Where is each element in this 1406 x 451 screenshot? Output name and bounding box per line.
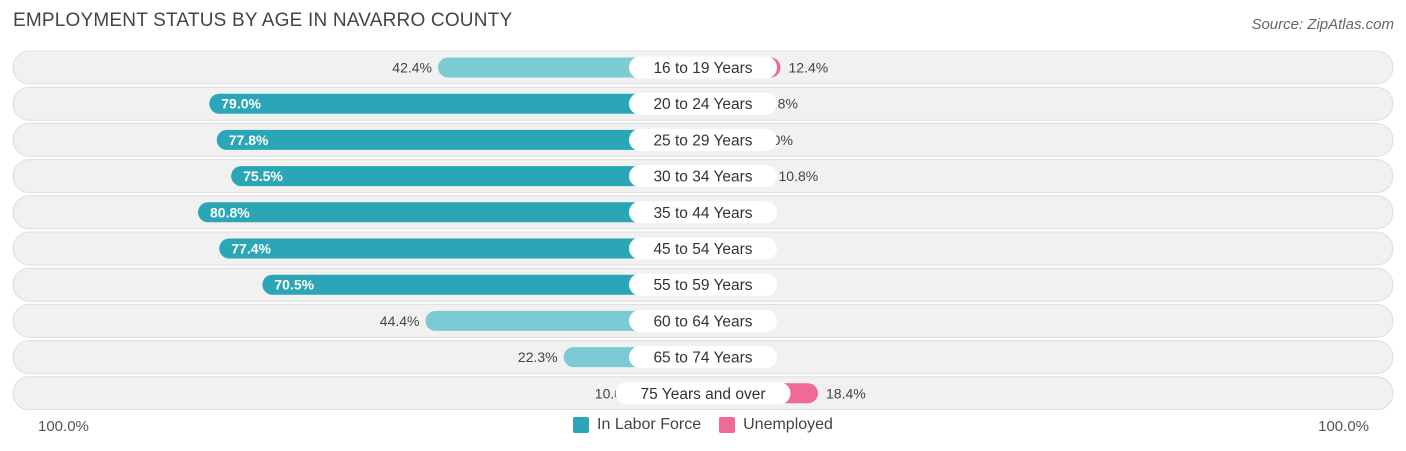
data-label-labor-force: 77.4% (231, 241, 271, 257)
legend-label-labor: In Labor Force (597, 416, 702, 433)
category-label: 45 to 54 Years (653, 241, 752, 258)
axis-left-label: 100.0% (38, 418, 89, 435)
data-label-unemployed: 12.4% (789, 60, 829, 76)
data-label-labor-force: 44.4% (380, 313, 420, 329)
legend-swatch-unemployed (719, 417, 736, 433)
category-pill (629, 165, 777, 188)
category-pill (629, 309, 777, 332)
legend-item-unemployed[interactable]: Unemployed (719, 416, 833, 434)
axis-right-label: 100.0% (1318, 418, 1369, 435)
data-label-labor-force: 42.4% (392, 60, 432, 76)
legend-item-labor[interactable]: In Labor Force (573, 416, 701, 434)
category-label: 35 to 44 Years (653, 205, 752, 222)
category-pill (629, 56, 777, 79)
data-label-labor-force: 80.8% (210, 204, 250, 220)
bar-labor-force (198, 202, 703, 223)
chart-title: EMPLOYMENT STATUS BY AGE IN NAVARRO COUN… (13, 10, 513, 31)
data-label-labor-force: 75.5% (243, 168, 283, 184)
category-pill (629, 128, 777, 151)
category-label: 65 to 74 Years (653, 350, 752, 367)
data-label-labor-force: 22.3% (518, 349, 558, 365)
bar-labor-force (219, 238, 703, 259)
category-label: 60 to 64 Years (653, 313, 752, 330)
category-label: 75 Years and over (641, 386, 766, 403)
category-label: 16 to 19 Years (653, 60, 752, 77)
category-pill (629, 346, 777, 369)
bar-labor-force (209, 93, 703, 114)
data-label-labor-force: 70.5% (274, 277, 314, 293)
bar-labor-force (216, 129, 703, 150)
data-label-unemployed: 10.8% (779, 168, 819, 184)
data-label-labor-force: 77.8% (229, 132, 269, 148)
legend-label-unemployed: Unemployed (743, 416, 833, 433)
category-pill (629, 237, 777, 260)
category-pill (629, 201, 777, 224)
category-pill (629, 273, 777, 296)
data-label-unemployed: 18.4% (826, 385, 866, 401)
category-pill (615, 382, 791, 405)
category-label: 30 to 34 Years (653, 169, 752, 186)
legend-swatch-labor (573, 417, 590, 433)
source-note: Source: ZipAtlas.com (1251, 16, 1394, 33)
bar-labor-force (231, 166, 703, 187)
bar-labor-force (262, 274, 703, 295)
legend: In Labor Force Unemployed (0, 416, 1406, 434)
category-pill (629, 92, 777, 115)
category-label: 20 to 24 Years (653, 96, 752, 113)
data-label-labor-force: 79.0% (221, 96, 261, 112)
category-label: 55 to 59 Years (653, 277, 752, 294)
category-label: 25 to 29 Years (653, 132, 752, 149)
